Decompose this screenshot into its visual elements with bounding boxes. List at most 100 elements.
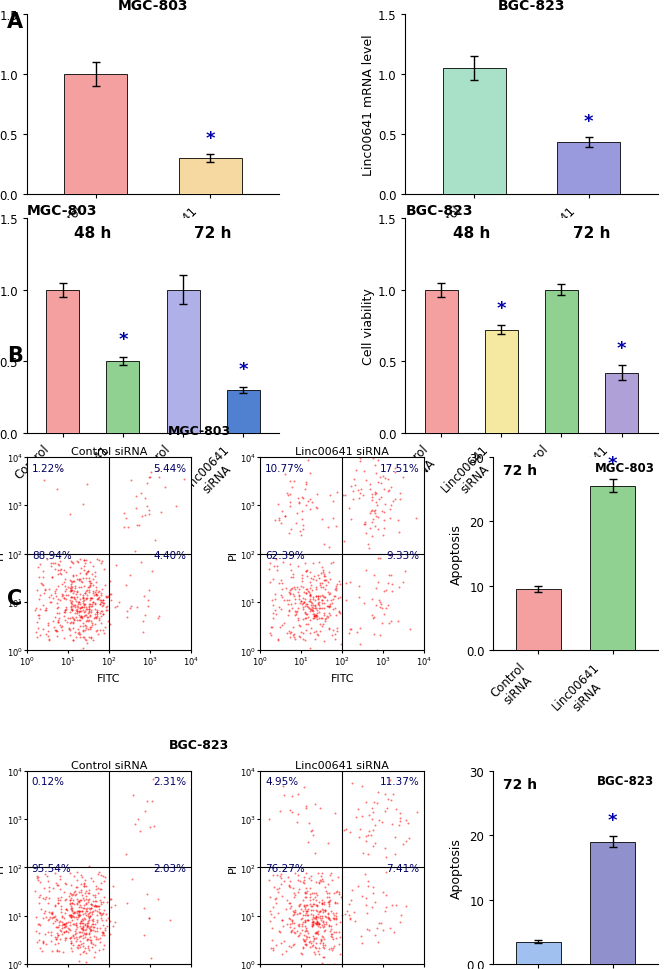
Point — [294, 898, 305, 914]
Point — [290, 904, 301, 920]
Point — [317, 577, 327, 592]
Point — [66, 589, 76, 605]
Point — [55, 931, 66, 947]
Point — [315, 932, 326, 948]
Point — [52, 562, 63, 578]
Point — [70, 578, 81, 594]
Point — [301, 597, 312, 612]
Point — [90, 610, 101, 625]
Point — [315, 912, 326, 927]
Point — [324, 899, 335, 915]
Point — [322, 877, 333, 892]
Point — [299, 594, 309, 610]
Point — [400, 564, 411, 579]
Point — [68, 574, 79, 589]
Point — [317, 564, 328, 579]
Point — [299, 606, 310, 621]
Point — [80, 940, 91, 955]
Point — [297, 504, 307, 519]
Point — [74, 627, 85, 642]
Point — [67, 599, 78, 614]
Point — [305, 465, 315, 481]
Point — [301, 929, 312, 945]
Point — [76, 869, 87, 885]
Point — [67, 901, 78, 917]
Point — [297, 568, 307, 583]
Point — [365, 520, 376, 536]
Point — [301, 596, 311, 611]
Text: 48 h: 48 h — [74, 226, 111, 241]
Point — [81, 610, 92, 625]
Point — [95, 934, 105, 950]
Point — [364, 807, 374, 823]
Point — [67, 585, 78, 601]
Point — [78, 922, 89, 937]
Point — [317, 617, 328, 633]
Point — [83, 564, 93, 579]
Point — [35, 602, 46, 617]
Point — [268, 572, 279, 587]
Point — [91, 588, 102, 604]
Point — [264, 626, 275, 641]
Point — [277, 946, 288, 961]
Point — [293, 918, 303, 933]
Point — [66, 878, 76, 893]
Point — [301, 497, 312, 513]
Point — [289, 474, 299, 489]
Point — [301, 881, 311, 896]
Point — [309, 611, 319, 627]
Point — [91, 603, 102, 618]
Point — [289, 890, 300, 905]
Point — [361, 891, 372, 906]
Point — [295, 925, 305, 941]
Point — [315, 934, 326, 950]
Point — [307, 610, 318, 626]
Point — [307, 914, 318, 929]
Point — [301, 622, 311, 638]
Point — [65, 933, 76, 949]
Point — [404, 621, 415, 637]
Text: 72 h: 72 h — [503, 464, 537, 478]
Point — [317, 920, 328, 935]
Point — [36, 577, 47, 592]
Point — [285, 630, 295, 645]
Point — [269, 592, 280, 608]
Point — [74, 924, 85, 940]
Point — [91, 586, 101, 602]
Point — [32, 934, 43, 950]
Point — [127, 788, 138, 803]
Point — [71, 933, 82, 949]
Point — [320, 903, 331, 919]
Point — [315, 576, 325, 591]
Point — [380, 899, 391, 915]
Point — [74, 608, 85, 623]
Point — [99, 902, 110, 918]
Point — [86, 896, 97, 912]
Point — [302, 897, 313, 913]
Point — [303, 912, 313, 927]
Point — [71, 630, 82, 645]
Point — [55, 923, 66, 939]
Point — [266, 628, 277, 643]
Point — [296, 625, 307, 641]
Point — [320, 938, 331, 953]
Point — [78, 590, 89, 606]
Point — [72, 891, 83, 906]
Point — [74, 906, 85, 922]
Point — [345, 621, 356, 637]
Point — [271, 937, 282, 953]
Point — [286, 940, 297, 955]
Point — [286, 924, 297, 940]
Point — [95, 881, 106, 896]
Point — [304, 815, 315, 830]
Text: *: * — [118, 331, 127, 349]
Point — [355, 822, 366, 837]
Point — [296, 901, 307, 917]
Point — [372, 643, 382, 659]
Text: *: * — [608, 811, 617, 828]
Point — [105, 593, 116, 609]
Point — [313, 916, 324, 931]
Point — [42, 629, 53, 644]
Point — [38, 585, 49, 601]
Point — [328, 622, 339, 638]
